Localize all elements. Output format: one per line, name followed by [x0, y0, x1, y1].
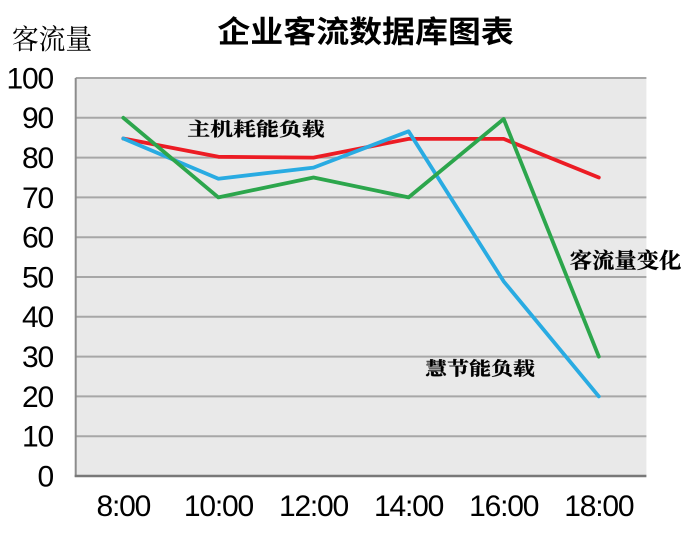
svg-text:60: 60	[22, 222, 53, 255]
svg-text:100: 100	[7, 62, 54, 95]
svg-text:80: 80	[22, 142, 53, 175]
svg-text:10: 10	[22, 421, 53, 454]
svg-text:70: 70	[22, 182, 53, 215]
svg-text:14:00: 14:00	[374, 490, 444, 523]
svg-text:30: 30	[22, 341, 53, 374]
svg-text:18:00: 18:00	[564, 490, 634, 523]
svg-text:10:00: 10:00	[184, 490, 254, 523]
svg-text:40: 40	[22, 301, 53, 334]
svg-text:16:00: 16:00	[469, 490, 539, 523]
svg-text:12:00: 12:00	[279, 490, 349, 523]
svg-text:90: 90	[22, 102, 53, 135]
svg-text:8:00: 8:00	[97, 490, 151, 523]
svg-text:50: 50	[22, 261, 53, 294]
svg-text:0: 0	[38, 460, 54, 493]
svg-text:20: 20	[22, 381, 53, 414]
